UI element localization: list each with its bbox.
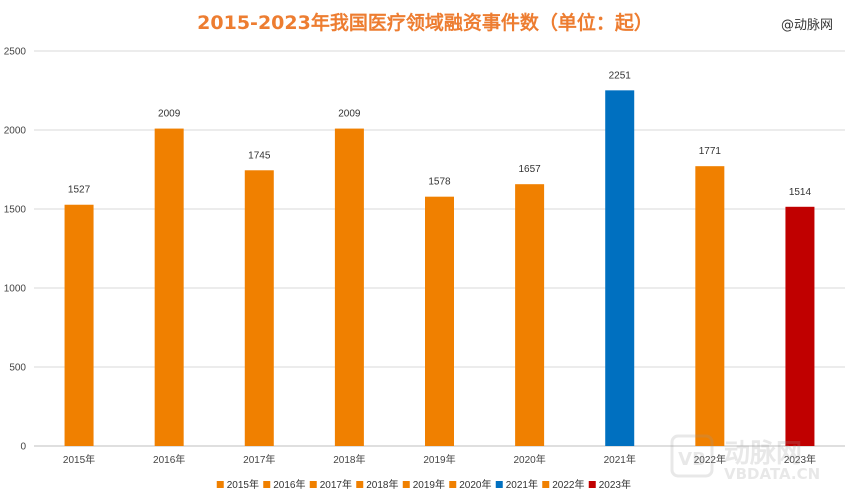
legend-swatch <box>216 481 224 488</box>
x-tick-label: 2015年 <box>63 453 95 466</box>
data-label: 2009 <box>338 109 361 120</box>
bar <box>64 204 94 446</box>
x-tick-label: 2022年 <box>694 453 726 466</box>
bar <box>154 128 184 446</box>
y-tick-label: 500 <box>9 363 26 374</box>
legend-swatch <box>542 481 550 488</box>
legend-item: 2016年 <box>263 478 306 491</box>
legend-swatch <box>356 481 364 488</box>
watermark-logo-text: VB <box>678 449 706 470</box>
data-label: 1657 <box>518 164 541 175</box>
legend-item: 2018年 <box>356 478 399 491</box>
data-label: 1514 <box>789 187 812 198</box>
watermark-logo: VB 动脉网 VBDATA.CN <box>670 434 820 483</box>
legend-item: 2015年 <box>216 478 259 491</box>
bar <box>785 206 815 446</box>
legend-item: 2022年 <box>542 478 585 491</box>
legend-label: 2020年 <box>459 478 491 491</box>
legend-label: 2018年 <box>366 478 398 491</box>
legend-label: 2019年 <box>413 478 445 491</box>
bar <box>605 90 635 446</box>
data-label: 1771 <box>699 146 722 157</box>
legend-swatch <box>588 481 596 488</box>
legend-item: 2021年 <box>495 478 538 491</box>
x-tick-label: 2016年 <box>153 453 185 466</box>
x-tick-label: 2023年 <box>784 453 816 466</box>
x-tick-label: 2017年 <box>243 453 275 466</box>
legend-label: 2022年 <box>552 478 584 491</box>
y-tick-label: 2500 <box>4 47 27 58</box>
x-tick-label: 2019年 <box>423 453 455 466</box>
y-tick-label: 1000 <box>4 284 27 295</box>
legend: 2015年 2016年 2017年 2018年 2019年 2020年 2021年 2022年… <box>216 478 631 491</box>
bar <box>425 196 454 446</box>
data-label: 2009 <box>158 109 181 120</box>
bar <box>695 166 725 446</box>
data-label: 2251 <box>609 70 632 81</box>
legend-item: 2017年 <box>309 478 352 491</box>
y-axis: 0 500 1000 1500 2000 2500 <box>4 47 27 453</box>
brand-text: @动脉网 <box>781 18 833 33</box>
y-tick-label: 1500 <box>4 205 27 216</box>
legend-swatch <box>263 481 271 488</box>
legend-label: 2015年 <box>227 478 259 491</box>
x-tick-label: 2021年 <box>604 453 636 466</box>
watermark-cn: 动脉网 <box>724 439 802 469</box>
y-tick-label: 2000 <box>4 126 27 137</box>
data-label: 1578 <box>428 177 451 188</box>
legend-swatch <box>309 481 317 488</box>
data-label: 1745 <box>248 150 271 161</box>
legend-swatch <box>402 481 410 488</box>
watermark-en: VBDATA.CN <box>724 465 820 483</box>
legend-swatch <box>449 481 457 488</box>
legend-label: 2017年 <box>320 478 352 491</box>
legend-item: 2019年 <box>402 478 445 491</box>
x-axis: 2015年 2016年 2017年 2018年 2019年 2020年 2021年 2022年… <box>63 453 816 466</box>
bars: 1527 2009 1745 2009 1578 1657 2251 1771 1514 <box>64 70 815 447</box>
legend-item: 2020年 <box>449 478 492 491</box>
y-tick-label: 0 <box>20 442 26 453</box>
bar <box>515 184 545 446</box>
data-label: 1527 <box>68 185 91 196</box>
bar <box>334 128 364 446</box>
legend-item: 2023年 <box>588 478 631 491</box>
legend-label: 2016年 <box>273 478 305 491</box>
x-tick-label: 2018年 <box>333 453 365 466</box>
legend-label: 2023年 <box>599 478 631 491</box>
legend-swatch <box>495 481 503 488</box>
chart-title: 2015-2023年我国医疗领域融资事件数（单位：起） <box>197 11 653 34</box>
legend-label: 2021年 <box>506 478 538 491</box>
x-tick-label: 2020年 <box>513 453 545 466</box>
bar <box>244 170 274 447</box>
